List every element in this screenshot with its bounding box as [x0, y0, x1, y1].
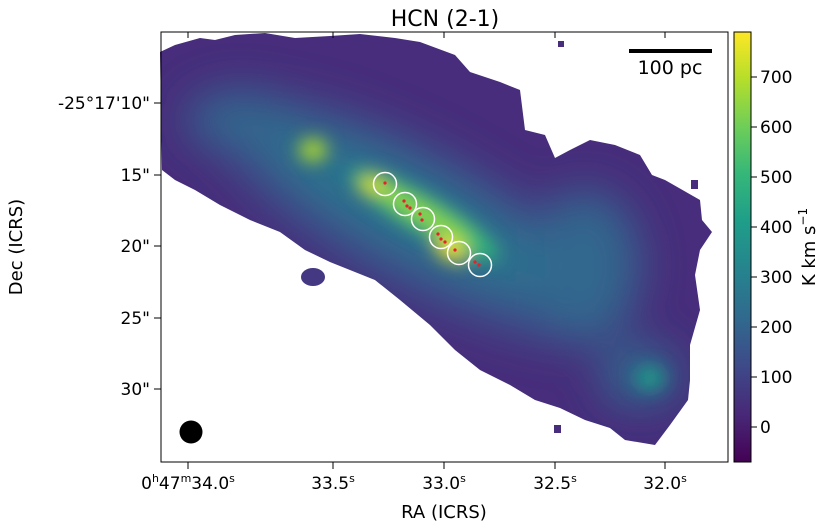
circle-marker [372, 171, 398, 197]
colorbar-label: K km s−1 [796, 208, 820, 286]
source-point [418, 212, 422, 216]
colorbar-gradient [733, 31, 752, 463]
colorbar-tick-label: 0 [760, 418, 771, 438]
y-tick-label: 30" [121, 380, 150, 400]
x-axis-label: RA (ICRS) [401, 502, 487, 523]
colorbar-tick-label: 500 [760, 168, 792, 188]
source-point [439, 237, 443, 241]
y-axis-label: Dec (ICRS) [6, 199, 27, 295]
circle-marker [428, 224, 454, 250]
circle-marker [467, 252, 493, 278]
diffuse-emission-north [185, 90, 295, 150]
source-point [443, 240, 447, 244]
isolated-emission-blob [301, 268, 325, 286]
colorbar-tick-label: 600 [760, 118, 792, 138]
source-point [420, 218, 424, 222]
x-tick-label: 33.5s [311, 472, 355, 494]
diffuse-emission-east [530, 190, 640, 340]
y-tick-label: -25°17'10" [58, 94, 150, 114]
circle-marker [446, 240, 472, 266]
scale-bar-label: 100 pc [638, 57, 703, 79]
isolated-emission-pixel [558, 41, 564, 47]
x-tick-label: 32.5s [533, 472, 577, 494]
source-point [453, 248, 457, 252]
y-axis-ticks [154, 102, 161, 390]
x-tick-label: 0h47m34.0s [141, 472, 235, 494]
x-tick-label: 32.0s [643, 472, 687, 494]
x-axis-ticks [187, 32, 666, 469]
chart-title: HCN (2-1) [391, 7, 499, 32]
source-point [405, 204, 409, 208]
circle-marker [392, 191, 418, 217]
circle-markers [372, 171, 493, 278]
source-points [383, 181, 481, 267]
colorbar: 0 100 200 300 400 500 600 700 K km s−1 [733, 31, 820, 463]
colorbar-tick-label: 100 [760, 368, 792, 388]
circle-marker [410, 206, 436, 232]
peak-ridge-east [433, 238, 467, 262]
peak-ridge-west [358, 176, 386, 194]
colorbar-ticks: 0 100 200 300 400 500 600 700 [751, 68, 792, 438]
source-point [383, 181, 387, 185]
y-tick-label: 25" [121, 309, 150, 329]
source-point [402, 199, 406, 203]
source-point [436, 232, 440, 236]
colorbar-tick-label: 300 [760, 268, 792, 288]
source-point [477, 263, 481, 267]
source-point [473, 260, 477, 264]
bright-ridge-inner [366, 179, 474, 245]
beam-marker [179, 420, 203, 444]
y-tick-label: 20" [121, 237, 150, 257]
colorbar-tick-label: 700 [760, 68, 792, 88]
peak-north [299, 139, 327, 161]
colorbar-tick-label: 400 [760, 218, 792, 238]
source-point [408, 206, 412, 210]
x-tick-label: 33.0s [422, 472, 466, 494]
colorbar-tick-label: 200 [760, 318, 792, 338]
map-panel: 100 pc 0h47m34.0s [6, 31, 729, 523]
isolated-emission-pixel [554, 425, 561, 433]
y-tick-label: 15" [121, 166, 150, 186]
isolated-emission-pixel [691, 180, 698, 189]
peak-southeast [636, 367, 664, 389]
